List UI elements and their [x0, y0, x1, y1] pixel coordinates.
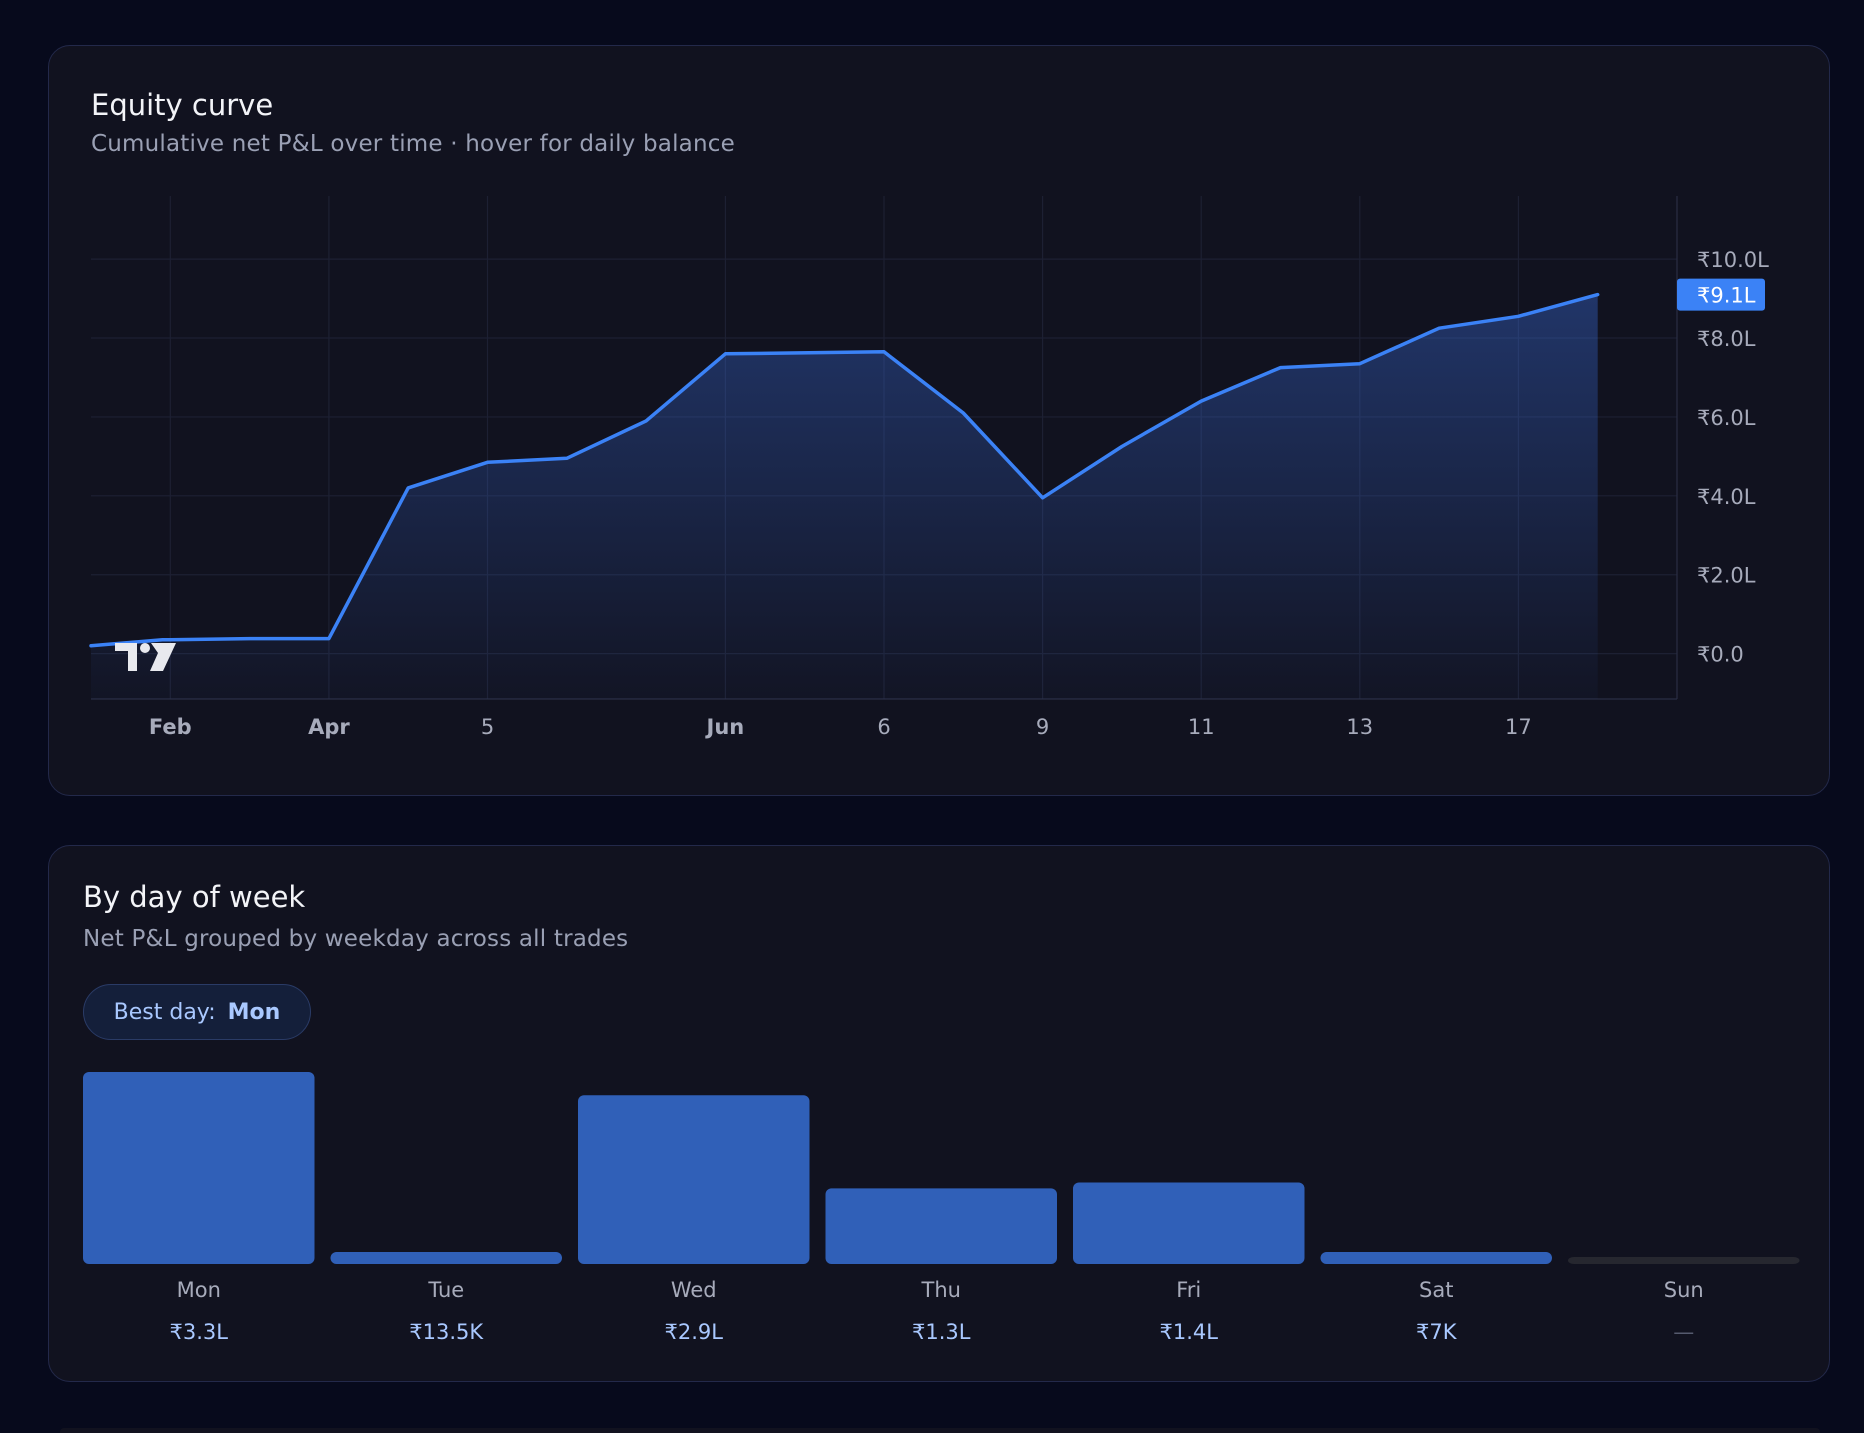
- weekday-label: Thu: [921, 1278, 961, 1302]
- bar-mon[interactable]: [83, 1072, 315, 1264]
- x-tick-label: Apr: [308, 715, 350, 739]
- last-value-badge: [1677, 278, 1765, 311]
- weekday-label: Mon: [177, 1278, 221, 1302]
- bar-wed[interactable]: [578, 1095, 810, 1264]
- bar-thu[interactable]: [825, 1188, 1058, 1264]
- x-tick-label: 6: [877, 715, 890, 739]
- next-card-edge: [60, 1428, 1820, 1433]
- weekday-value-label: —: [1673, 1320, 1694, 1344]
- x-tick-label: 5: [481, 715, 494, 739]
- x-tick-label: 11: [1188, 715, 1215, 739]
- equity-curve-chart[interactable]: ₹10.0L ₹8.0L ₹6.0L ₹4.0L ₹2.0L ₹0.0 ₹9.1L Feb Ap…: [49, 46, 1831, 797]
- y-tick-label: ₹8.0L: [1697, 327, 1756, 351]
- y-tick-label: ₹10.0L: [1697, 248, 1769, 272]
- best-day-value: Mon: [227, 999, 281, 1025]
- x-tick-label: Feb: [149, 715, 192, 739]
- equity-curve-subtitle: Cumulative net P&L over time · hover for…: [91, 131, 735, 157]
- x-tick-label: 13: [1346, 715, 1373, 739]
- weekday-label: Tue: [427, 1278, 464, 1302]
- best-day-badge: Best day: Mon: [83, 984, 311, 1040]
- y-tick-label: ₹2.0L: [1697, 564, 1756, 588]
- tradingview-logo-icon: [115, 643, 176, 671]
- weekday-label: Sun: [1664, 1278, 1704, 1302]
- weekday-label: Sat: [1419, 1278, 1453, 1302]
- bar-sun[interactable]: [1568, 1257, 1800, 1264]
- weekday-value-label: ₹13.5K: [409, 1320, 484, 1344]
- weekday-value-label: ₹1.4L: [1160, 1320, 1219, 1344]
- equity-area-fill: [91, 294, 1598, 699]
- x-tick-label: 17: [1505, 715, 1532, 739]
- day-of-week-card: By day of week Net P&L grouped by weekda…: [48, 845, 1830, 1382]
- y-tick-label: ₹4.0L: [1697, 485, 1756, 509]
- weekday-value-label: ₹1.3L: [912, 1320, 971, 1344]
- day-of-week-title: By day of week: [83, 880, 306, 914]
- y-tick-label: ₹0.0: [1697, 643, 1744, 667]
- y-tick-label: ₹6.0L: [1697, 406, 1756, 430]
- x-tick-label: 9: [1036, 715, 1049, 739]
- best-day-label: Best day:: [113, 999, 216, 1025]
- equity-curve-card: Equity curve Cumulative net P&L over tim…: [48, 45, 1830, 796]
- day-of-week-bar-chart: Mon ₹3.3L Tue ₹13.5K Wed ₹2.9L Thu ₹1.3L Fri ₹1.4…: [83, 1072, 1800, 1344]
- weekday-label: Wed: [671, 1278, 717, 1302]
- bar-fri[interactable]: [1073, 1182, 1305, 1264]
- weekday-value-label: ₹3.3L: [170, 1320, 229, 1344]
- equity-curve-title: Equity curve: [91, 88, 274, 122]
- bar-sat[interactable]: [1320, 1252, 1553, 1264]
- x-tick-label: Jun: [705, 715, 745, 739]
- weekday-label: Fri: [1176, 1278, 1201, 1302]
- bar-tue[interactable]: [330, 1252, 563, 1264]
- equity-line: [89, 292, 1600, 648]
- weekday-value-label: ₹7K: [1416, 1320, 1458, 1344]
- weekday-value-label: ₹2.9L: [665, 1320, 724, 1344]
- day-of-week-subtitle: Net P&L grouped by weekday across all tr…: [83, 926, 629, 952]
- last-value-label: ₹9.1L: [1697, 284, 1756, 308]
